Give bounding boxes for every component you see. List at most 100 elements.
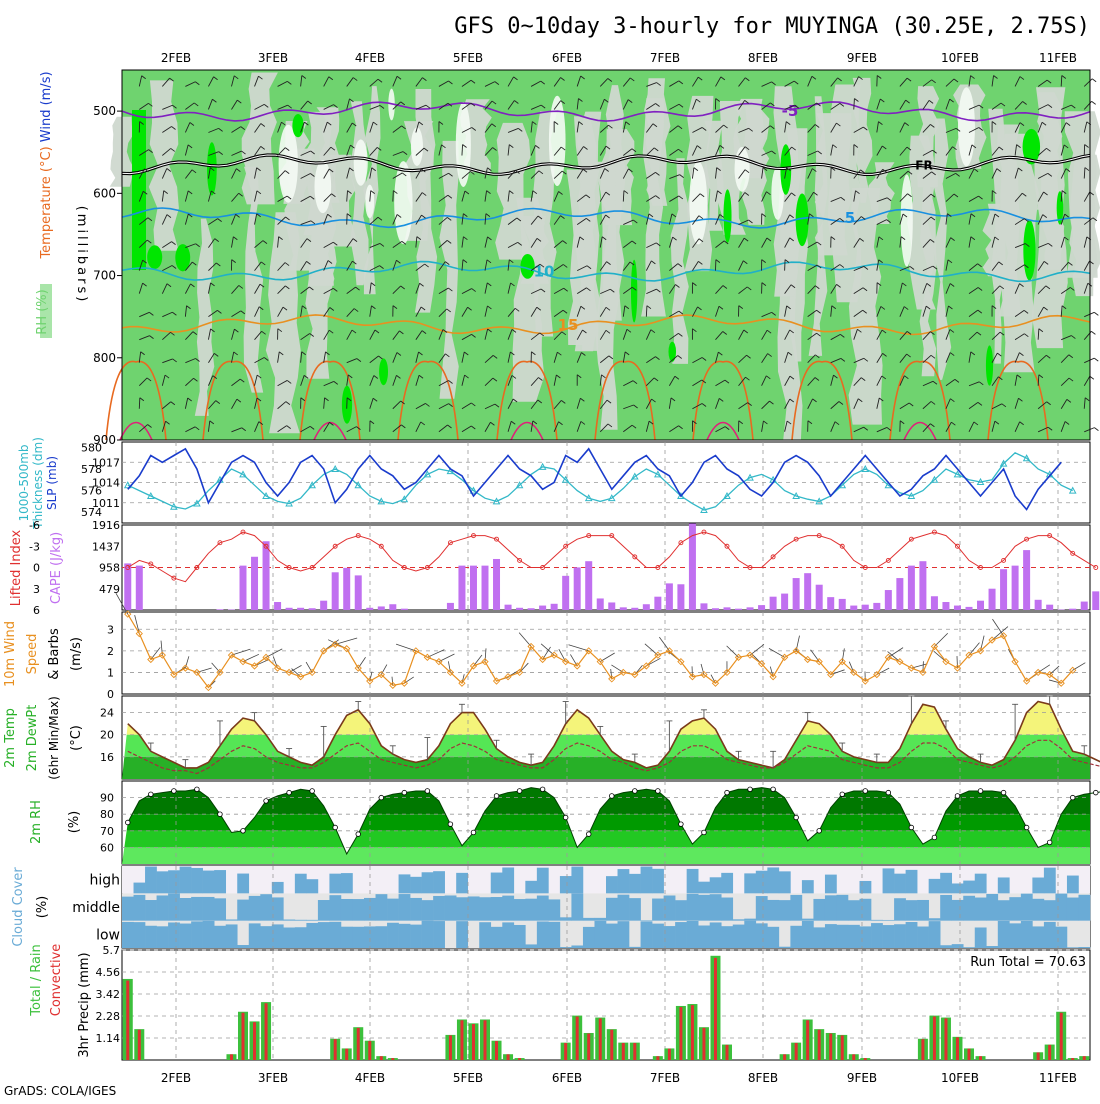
cape-bar (689, 523, 696, 610)
date-bottom-6FEB: 6FEB (552, 1071, 582, 1085)
cloud-cover-cell (283, 927, 295, 948)
cloud-cover-cell (249, 923, 261, 948)
cloud-cover-cell (456, 873, 468, 893)
temp-band-mid (122, 735, 1090, 757)
precip-tick-label: 1.14 (96, 1032, 121, 1045)
precip-convective-bar (345, 1049, 348, 1060)
cloud-cover-cell (594, 921, 606, 948)
cape-bar (908, 566, 915, 610)
cloud-cover-cell (537, 896, 549, 921)
cape-bar (528, 608, 535, 610)
cloud-cover-cell (387, 899, 399, 921)
cloud-cover-cell (433, 921, 445, 948)
cape-bar (770, 597, 777, 610)
cloud-cover-cell (180, 898, 192, 921)
pressure-unit-label: (millibars) (74, 206, 89, 305)
cloud-cover-cell (929, 918, 941, 920)
wind-barb-flag (1092, 79, 1096, 82)
cape-bar (482, 566, 489, 610)
isotherm-label: FR (915, 159, 932, 173)
precip-convective-bar (979, 1056, 982, 1060)
cape-bar (240, 566, 247, 610)
pressure-tick-label: 800 (93, 351, 116, 365)
wind-barb (1061, 75, 1062, 86)
cloud-cover-cell (986, 946, 998, 948)
cloud-cover-cell (975, 898, 987, 921)
wind-barb-flag (1092, 101, 1096, 104)
cape-bar (458, 566, 465, 610)
cloud-cover-cell (756, 923, 768, 948)
rh-very-dry-patch (549, 96, 566, 186)
cloud-cover-cell (825, 924, 837, 948)
cloud-cover-cell (836, 925, 848, 948)
rh-very-dry-patch (279, 125, 298, 203)
rh-marker (1093, 790, 1098, 795)
cloud-cover-cell (652, 899, 664, 921)
cloud-cover-cell (963, 947, 975, 948)
date-bottom-11FEB: 11FEB (1039, 1071, 1077, 1085)
cloud-cover-cell (560, 876, 572, 893)
cape-tick-label: 479 (99, 583, 120, 596)
grads-credit: GrADS: COLA/IGES (4, 1084, 116, 1098)
precip-convective-bar (944, 1018, 947, 1060)
cape-bar (470, 566, 477, 610)
wind-barb-surface (231, 649, 250, 655)
cloud-cover-cell (583, 927, 595, 948)
cloud-cover-cell (502, 867, 514, 893)
cloud-cover-cell (341, 899, 353, 921)
date-top-11FEB: 11FEB (1039, 51, 1077, 65)
cloud-cover-cell (514, 899, 526, 921)
cloud-cover-cell (1044, 868, 1056, 894)
cape-bar (516, 608, 523, 610)
cloud-cover-cell (629, 898, 641, 921)
cloud-cover-cell (203, 871, 215, 894)
cape-bar (251, 557, 258, 610)
cape-bar (931, 596, 938, 610)
precip-convective-bar (610, 1030, 613, 1060)
cape-bar (389, 604, 396, 610)
cloud-cover-cell (629, 874, 641, 893)
cape-bar (332, 572, 339, 610)
cape-bar (401, 609, 408, 610)
cloud-cover-cell (410, 898, 422, 921)
cape-bar (781, 594, 788, 610)
cloud-cover-cell (157, 895, 169, 920)
cloud-cover-cell (387, 923, 399, 948)
precip-convective-axis-label: Convective (49, 944, 64, 1017)
temperature-wind-axis-label: Temperature (°C) Wind (m/s) (39, 71, 54, 259)
rh-marker (1070, 795, 1075, 800)
cloud-cover-cell (733, 925, 745, 948)
thickness-line (128, 453, 1073, 510)
cloud-cover-cell (352, 899, 364, 921)
date-bottom-8FEB: 8FEB (748, 1071, 778, 1085)
cloud-cover-cell (214, 926, 226, 948)
cloud-cover-cell (641, 867, 653, 894)
cloud-cover-cell (675, 922, 687, 948)
wind-tick-label: 1 (107, 666, 114, 679)
precip-convective-bar (265, 1003, 268, 1060)
wind-barb (139, 398, 140, 409)
cape-bar (597, 598, 604, 610)
cloud-cover-cell (756, 871, 768, 894)
rh-unit-label: (%) (67, 811, 82, 834)
cloud-cover-cell (295, 874, 307, 894)
rh-saturated-patch (631, 260, 637, 323)
cape-bar (378, 606, 385, 610)
run-total-label: Run Total = 70.63 (970, 955, 1086, 970)
cloud-cover-cell (502, 922, 514, 948)
cloud-cover-cell (571, 945, 583, 948)
cloud-cover-cell (710, 922, 722, 948)
precip-convective-bar (380, 1056, 383, 1060)
cloud-cover-cell (779, 947, 791, 948)
cape-bar (850, 606, 857, 610)
cloud-cover-cell (952, 900, 964, 921)
cape-bar (758, 605, 765, 610)
precip-convective-bar (726, 1045, 729, 1060)
cloud-cover-cell (260, 926, 272, 948)
precip-convective-bar (656, 1056, 659, 1060)
cloud-cover-cell (975, 874, 987, 894)
cloud-cover-cell (468, 896, 480, 920)
isotherm-label: -5 (782, 102, 799, 120)
